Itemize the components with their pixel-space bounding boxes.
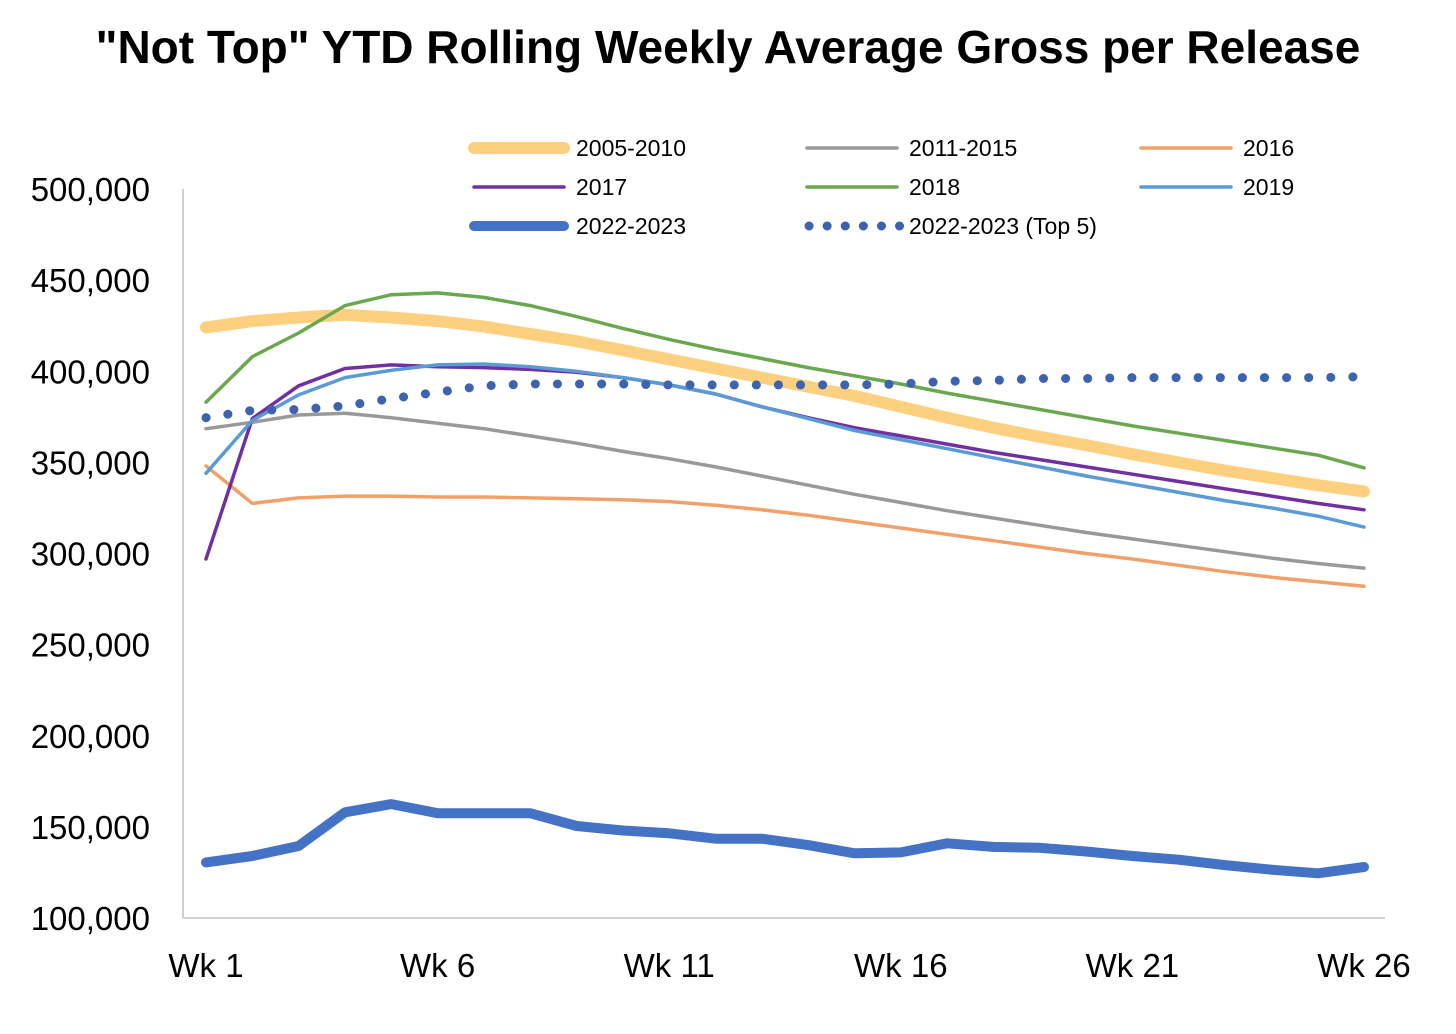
series-line-2018: [204, 291, 1366, 470]
y-tick-label: 450,000: [31, 262, 150, 299]
series-line-2011-2015: [204, 411, 1366, 570]
legend-label: 2017: [576, 174, 627, 200]
y-tick-label: 100,000: [31, 900, 150, 937]
axes: 100,000 150,000 200,000 250,000 300,000 350,0…: [31, 171, 1411, 984]
legend-item: 2016: [1139, 135, 1294, 161]
y-tick-label: 350,000: [31, 444, 150, 481]
series-line-2019: [204, 362, 1366, 529]
x-tick-label: Wk 1: [168, 947, 243, 984]
y-tick-label: 200,000: [31, 718, 150, 755]
legend-label: 2022-2023: [576, 213, 686, 239]
y-tick-label: 300,000: [31, 536, 150, 573]
chart-title: "Not Top" YTD Rolling Weekly Average Gro…: [96, 21, 1361, 73]
legend-label: 2018: [909, 174, 960, 200]
legend-item: 2005-2010: [468, 135, 686, 161]
y-tick-label: 500,000: [31, 171, 150, 208]
x-tick-label: Wk 6: [400, 947, 475, 984]
legend: 2005-2010 2011-2015 2016 2017 2018 2019 2022-2…: [468, 135, 1294, 239]
legend-label: 2016: [1243, 135, 1294, 161]
legend-item: 2022-2023: [469, 213, 686, 239]
y-tick-label: 150,000: [31, 809, 150, 846]
y-tick-label: 400,000: [31, 353, 150, 390]
legend-item: 2017: [472, 174, 627, 200]
y-tick-label: 250,000: [31, 627, 150, 664]
series-line-2016: [204, 464, 1366, 589]
legend-label: 2011-2015: [909, 135, 1017, 161]
legend-item: 2019: [1139, 174, 1294, 200]
legend-label: 2005-2010: [576, 135, 686, 161]
x-tick-label: Wk 16: [854, 947, 948, 984]
series-layer: [200, 291, 1370, 879]
series-line-2005-2010: [200, 308, 1370, 498]
legend-item: 2018: [805, 174, 960, 200]
legend-label: 2022-2023 (Top 5): [909, 213, 1097, 239]
x-tick-label: Wk 21: [1086, 947, 1180, 984]
x-tick-label: Wk 11: [624, 947, 715, 984]
series-line-2022-2023: [201, 799, 1369, 879]
legend-label: 2019: [1243, 174, 1294, 200]
legend-item: 2011-2015: [805, 135, 1017, 161]
legend-item: 2022-2023 (Top 5): [804, 213, 1097, 239]
x-tick-label: Wk 26: [1317, 947, 1411, 984]
